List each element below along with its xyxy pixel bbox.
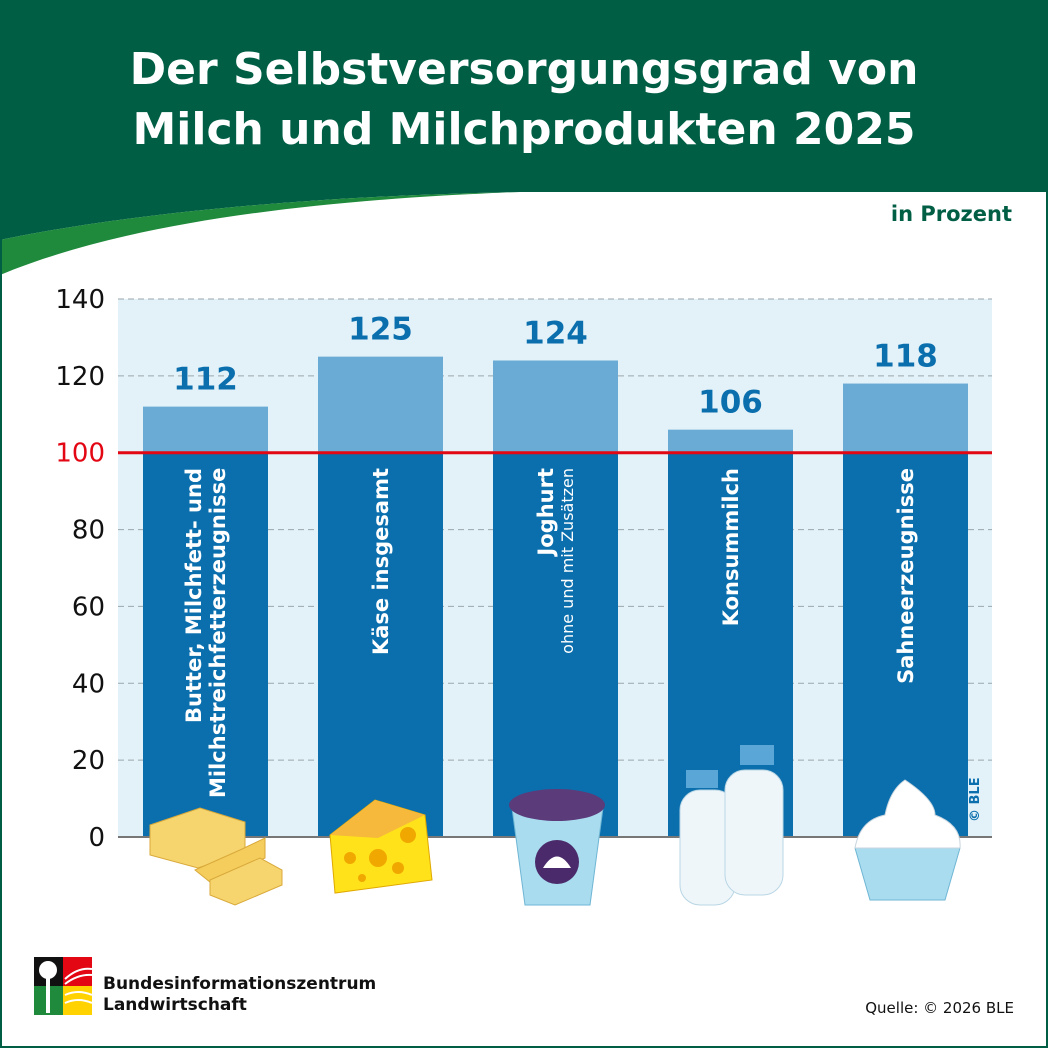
yogurt-icon — [509, 789, 605, 906]
bar — [318, 452, 443, 837]
bar — [843, 452, 968, 837]
y-tick-label: 100 — [55, 439, 105, 469]
data-label: 106 — [698, 385, 763, 421]
data-label: 124 — [523, 315, 588, 351]
data-label: 125 — [348, 312, 413, 348]
y-tick-label: 20 — [72, 746, 105, 776]
category-label: Joghurt ohne und mit Zusätzen — [533, 468, 577, 654]
y-tick-label: 0 — [88, 823, 105, 853]
data-label: 112 — [173, 362, 238, 398]
bar-above-100 — [493, 360, 618, 453]
category-label: Käse insgesamt — [368, 468, 393, 656]
copyright-mark: © BLE — [968, 777, 983, 822]
chart-title: Der Selbstversorgungsgrad von Milch und M… — [129, 44, 919, 155]
milk-bottles-icon — [679, 745, 784, 906]
source-note: Quelle: © 2026 BLE — [865, 999, 1014, 1017]
org-name: Bundesinformationszentrum Landwirtschaft — [103, 974, 377, 1015]
unit-label: in Prozent — [890, 202, 1012, 226]
cheese-icon — [329, 799, 433, 894]
category-label: Butter, Milchfett- und Milchstreichfetter… — [181, 467, 230, 798]
bar — [143, 452, 268, 837]
y-tick-label: 140 — [55, 285, 105, 315]
whipped-cream-icon — [854, 779, 961, 901]
y-tick-label: 60 — [72, 592, 105, 622]
bar-above-100 — [143, 406, 268, 453]
category-label: Konsummilch — [718, 468, 743, 627]
y-tick-label: 40 — [72, 669, 105, 699]
ble-logo — [34, 957, 92, 1015]
category-label: Sahneerzeugnisse — [893, 468, 918, 684]
y-tick-label: 120 — [55, 362, 105, 392]
bar — [493, 452, 618, 837]
header-banner — [0, 0, 1048, 275]
y-tick-label: 80 — [72, 516, 105, 546]
data-label: 118 — [873, 339, 938, 375]
bar-above-100 — [843, 383, 968, 453]
bar-above-100 — [668, 429, 793, 453]
bar-above-100 — [318, 356, 443, 453]
butter-icon — [149, 807, 283, 906]
